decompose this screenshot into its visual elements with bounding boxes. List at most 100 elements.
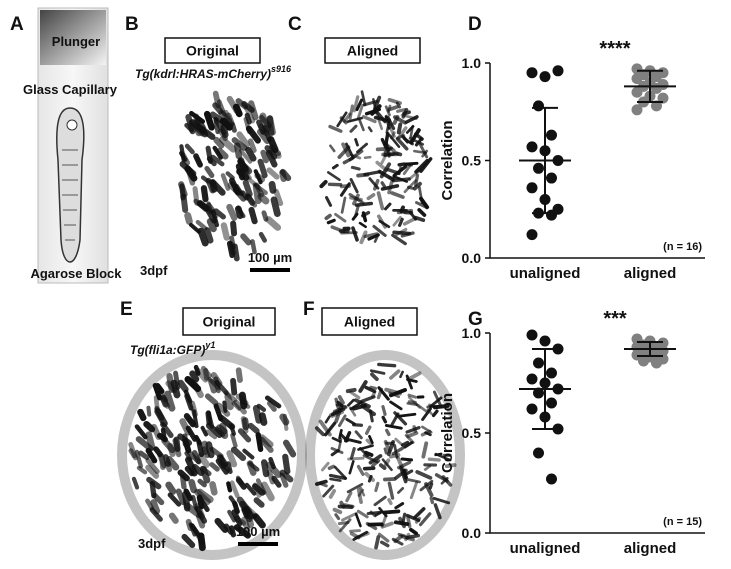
data-point — [533, 357, 544, 369]
vessel-blob — [363, 232, 379, 239]
data-point — [526, 229, 538, 241]
vessel-blob — [236, 205, 246, 219]
panel-letter: E — [120, 299, 133, 320]
vessel-blob — [258, 231, 267, 243]
vessel-blob — [224, 393, 234, 411]
vessel-blob — [265, 216, 282, 231]
vessel-blob — [418, 512, 432, 527]
vessel-blob — [401, 512, 407, 524]
vessel-blob — [349, 178, 359, 194]
vessel-blob — [383, 447, 388, 455]
vessel-blob — [184, 143, 195, 155]
data-point — [533, 162, 544, 174]
vessel-blob — [328, 489, 337, 499]
vessel-blob — [358, 119, 365, 132]
vessel-blob — [368, 177, 380, 190]
vessel-blob — [364, 425, 372, 435]
vessel-blob — [401, 107, 409, 119]
vessel-blob — [180, 474, 187, 490]
error-bar — [532, 106, 558, 215]
data-point — [631, 86, 643, 98]
specimen-image — [319, 90, 433, 246]
y-tick-label: 0.0 — [462, 525, 482, 541]
vessel-blob — [379, 162, 392, 179]
vessel-blob — [384, 131, 390, 147]
vessel-blob — [242, 448, 255, 460]
vessel-blob — [337, 145, 351, 159]
vessel-blob — [369, 510, 377, 518]
vessel-blob — [230, 121, 237, 133]
vessel-blob — [261, 210, 269, 222]
vessel-blob — [154, 406, 165, 421]
vessel-blob — [218, 414, 236, 430]
vessel-blob — [230, 220, 238, 237]
vessel-blob — [145, 498, 154, 511]
vessel-blob — [324, 415, 331, 424]
larva-eye — [66, 119, 78, 131]
vessel-blob — [218, 136, 237, 153]
vessel-blob — [314, 426, 325, 437]
vessel-blob — [354, 138, 359, 147]
vessel-blob — [196, 439, 205, 458]
vessel-blob — [245, 505, 258, 518]
vessel-blob — [429, 496, 435, 505]
vessel-blob — [345, 491, 353, 503]
vessel-blob — [257, 128, 271, 145]
vessel-blob — [244, 112, 252, 125]
vessel-blob — [398, 217, 404, 227]
n-label: (n = 15) — [663, 516, 702, 528]
vessel-blob — [372, 224, 387, 237]
vessel-blob — [189, 222, 201, 234]
vessel-blob — [397, 486, 405, 494]
vessel-blob — [256, 403, 267, 412]
vessel-blob — [352, 95, 360, 113]
vessel-blob — [380, 184, 400, 191]
vessel-blob — [433, 503, 442, 520]
data-point — [539, 335, 551, 347]
data-point — [533, 100, 544, 112]
vessel-blob — [187, 450, 201, 465]
vessel-blob — [214, 517, 229, 533]
vessel-blob — [241, 417, 250, 431]
vessel-blob — [408, 371, 422, 381]
transgene-label: Tg(kdrl:HRAS-mCherry)s916 — [135, 64, 292, 81]
vessel-blob — [217, 128, 228, 142]
vessel-blob — [197, 478, 207, 488]
vessel-blob — [159, 453, 166, 471]
plunger-label: Plunger — [52, 34, 100, 49]
vessel-blob — [179, 418, 192, 436]
vessel-blob — [251, 483, 266, 496]
vessel-blob — [184, 212, 193, 225]
vessel-blob — [380, 181, 386, 188]
data-point — [526, 329, 538, 341]
tissue-rim — [305, 350, 465, 560]
panel-letter: D — [468, 14, 482, 35]
vessel-blob — [371, 459, 381, 468]
vessel-blob — [387, 105, 399, 112]
vessel-blob — [415, 403, 428, 413]
vessel-blob — [409, 481, 419, 500]
vessel-blob — [268, 180, 277, 194]
vessel-blob — [236, 168, 250, 181]
vessel-blob — [381, 415, 388, 424]
specimen-image — [117, 350, 307, 560]
vessel-blob — [264, 395, 282, 409]
vessel-blob — [200, 185, 209, 203]
vessel-blob — [423, 464, 432, 471]
vessel-blob — [319, 482, 328, 488]
vessel-blob — [361, 115, 377, 124]
vessel-blob — [245, 193, 258, 208]
vessel-blob — [370, 372, 379, 382]
vessel-blob — [342, 112, 352, 123]
vessel-blob — [419, 479, 434, 492]
y-tick-label: 0.5 — [462, 153, 482, 169]
vessel-blob — [241, 516, 251, 533]
vessel-blob — [382, 509, 401, 515]
vessel-blob — [417, 185, 424, 205]
vessel-blob — [213, 208, 226, 220]
data-point — [552, 65, 564, 77]
vessel-blob — [380, 521, 394, 529]
vessel-blob — [181, 433, 189, 447]
vessel-blob — [428, 482, 434, 490]
vessel-blob — [258, 412, 268, 426]
